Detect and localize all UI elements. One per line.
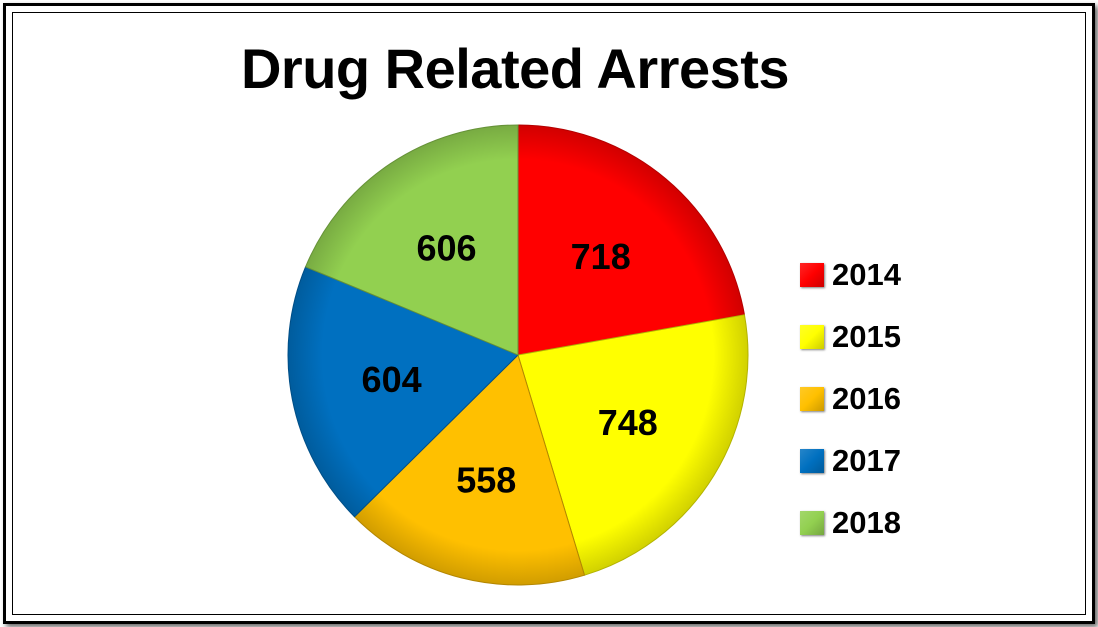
legend-swatch-2015: [800, 325, 824, 349]
data-label-2017: 604: [362, 359, 422, 400]
pie-slice-2016: [353, 354, 586, 586]
pie-slice-2018: [304, 124, 519, 356]
legend-label-2015: 2015: [832, 319, 901, 354]
data-label-2014: 718: [571, 236, 631, 277]
legend-item-2017: 2017: [800, 430, 901, 492]
legend-label-2014: 2014: [832, 257, 901, 292]
legend-item-2018: 2018: [800, 492, 901, 554]
legend-swatch-2014: [800, 263, 824, 287]
legend-item-2016: 2016: [800, 368, 901, 430]
data-label-2016: 558: [456, 459, 516, 500]
pie-slice-2017: [287, 266, 519, 518]
data-label-2018: 606: [416, 227, 476, 268]
legend-swatch-2017: [800, 449, 824, 473]
pie-slice-2015: [517, 314, 749, 576]
chart-inner-border: [12, 12, 1086, 615]
data-label-2015: 748: [598, 402, 658, 443]
pie-slice-2014: [517, 124, 746, 356]
pie-slices: [287, 124, 749, 586]
legend-swatch-2018: [800, 511, 824, 535]
chart-legend: 2014 2015 2016 2017 2018: [800, 244, 901, 554]
legend-item-2014: 2014: [800, 244, 901, 306]
chart-title: Drug Related Arrests: [240, 37, 790, 100]
legend-label-2017: 2017: [832, 443, 901, 478]
pie-data-labels: 718 748 558 604 606: [362, 227, 658, 500]
legend-label-2016: 2016: [832, 381, 901, 416]
legend-swatch-2016: [800, 387, 824, 411]
legend-item-2015: 2015: [800, 306, 901, 368]
legend-label-2018: 2018: [832, 505, 901, 540]
